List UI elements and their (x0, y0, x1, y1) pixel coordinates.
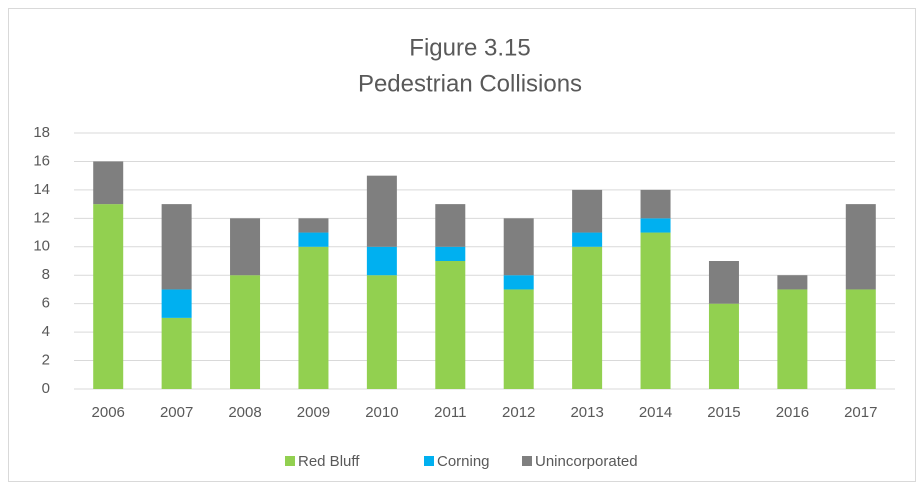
y-tick-label: 6 (42, 295, 50, 312)
legend-label: Red Bluff (298, 453, 360, 470)
x-tick-label: 2010 (365, 404, 398, 421)
bar-segment (230, 218, 261, 276)
chart-title: Figure 3.15 (409, 34, 530, 61)
bar-segment (572, 189, 603, 233)
bar-segment (503, 218, 534, 276)
bar-segment (298, 232, 329, 247)
legend-label: Unincorporated (535, 453, 638, 470)
x-tick-label: 2008 (228, 404, 261, 421)
bar-segment (640, 189, 671, 219)
bar-segment (640, 232, 671, 389)
bar-segment (708, 261, 739, 304)
bar-segment (230, 275, 261, 389)
y-tick-label: 8 (42, 266, 50, 283)
bar-segment (366, 246, 397, 276)
bar-segment (708, 303, 739, 389)
bar-segment (93, 161, 124, 205)
bar-segment (640, 218, 671, 233)
y-tick-label: 10 (33, 238, 50, 255)
x-tick-label: 2013 (570, 404, 603, 421)
x-tick-label: 2014 (639, 404, 672, 421)
y-tick-label: 4 (42, 323, 50, 340)
bar-segment (298, 246, 329, 389)
y-tick-label: 0 (42, 380, 50, 397)
bar-segment (845, 204, 876, 290)
bar-segment (777, 289, 808, 389)
x-tick-label: 2016 (776, 404, 809, 421)
bar-segment (161, 317, 192, 389)
legend-swatch (285, 456, 295, 466)
y-tick-label: 16 (33, 152, 50, 169)
legend-label: Corning (437, 453, 490, 470)
y-tick-label: 12 (33, 209, 50, 226)
legend-swatch (424, 456, 434, 466)
legend-swatch (522, 456, 532, 466)
bar-segment (503, 275, 534, 290)
bar-segment (298, 218, 329, 233)
x-tick-label: 2007 (160, 404, 193, 421)
bar-segment (435, 246, 466, 261)
chart-subtitle: Pedestrian Collisions (358, 70, 582, 97)
bar-segment (161, 289, 192, 318)
y-tick-label: 14 (33, 181, 50, 198)
x-tick-label: 2011 (434, 404, 466, 421)
bar-segment (777, 275, 808, 290)
bar-segment (366, 275, 397, 389)
bar-segment (93, 204, 124, 389)
x-tick-label: 2012 (502, 404, 535, 421)
bar-segment (161, 204, 192, 290)
y-tick-label: 2 (42, 352, 50, 369)
bar-segment (366, 175, 397, 247)
x-tick-label: 2015 (707, 404, 740, 421)
x-tick-label: 2009 (297, 404, 330, 421)
bar-segment (572, 246, 603, 389)
y-tick-label: 18 (33, 124, 50, 141)
x-tick-label: 2017 (844, 404, 877, 421)
bar-segment (845, 289, 876, 389)
bar-segment (503, 289, 534, 389)
x-tick-label: 2006 (92, 404, 125, 421)
bar-segment (435, 204, 466, 247)
bar-segment (572, 232, 603, 247)
bar-segment (435, 261, 466, 389)
